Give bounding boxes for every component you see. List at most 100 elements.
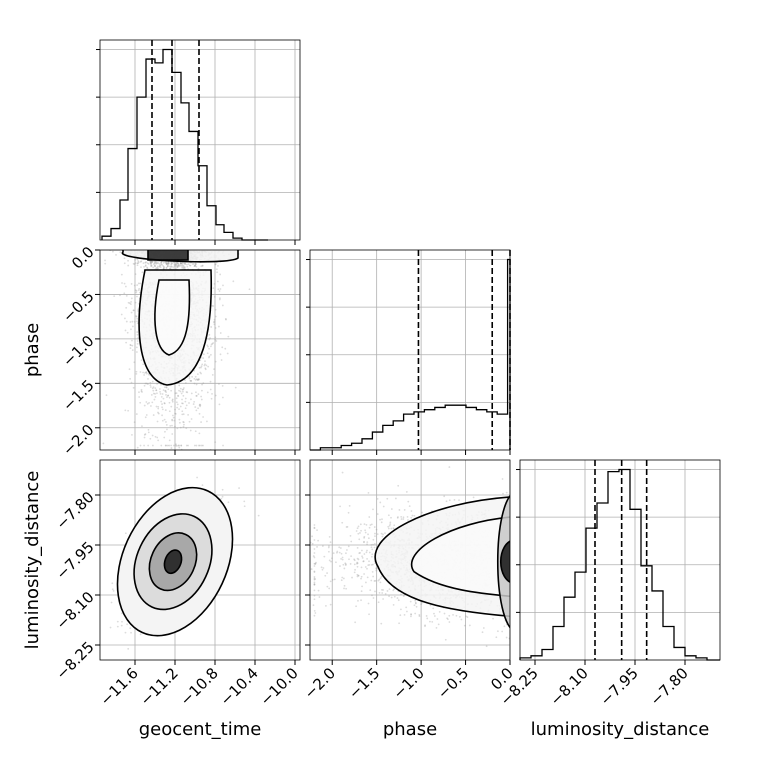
scatter-point xyxy=(167,394,169,397)
scatter-point xyxy=(212,342,215,344)
scatter-point xyxy=(133,421,136,424)
scatter-point xyxy=(125,306,128,309)
scatter-point xyxy=(194,430,197,433)
scatter-point xyxy=(166,428,168,431)
scatter-point xyxy=(195,391,197,394)
scatter-point xyxy=(175,263,178,266)
scatter-point xyxy=(181,398,183,401)
scatter-point xyxy=(137,310,140,312)
scatter-point xyxy=(165,424,168,426)
scatter-point xyxy=(202,416,204,418)
scatter-point xyxy=(124,329,127,332)
scatter-point xyxy=(194,262,197,265)
scatter-point xyxy=(214,441,217,444)
scatter-point xyxy=(147,263,150,265)
scatter-point xyxy=(131,325,134,328)
scatter-point xyxy=(178,263,180,266)
scatter-point xyxy=(189,429,192,432)
scatter-point xyxy=(193,265,196,268)
scatter-point xyxy=(125,320,128,323)
scatter-point xyxy=(133,284,136,287)
scatter-point xyxy=(168,444,171,447)
scatter-point xyxy=(198,378,200,381)
scatter-point xyxy=(151,434,154,437)
scatter-point xyxy=(195,409,198,412)
scatter-point xyxy=(192,403,195,405)
scatter-point xyxy=(183,266,186,269)
scatter-point xyxy=(176,265,179,268)
scatter-point xyxy=(200,265,203,268)
scatter-point xyxy=(149,261,152,264)
scatter-point xyxy=(150,260,153,263)
scatter-point xyxy=(213,320,216,323)
scatter-point xyxy=(187,413,190,416)
scatter-point xyxy=(210,345,212,348)
scatter-point xyxy=(155,267,158,270)
scatter-point xyxy=(127,647,130,650)
scatter-point xyxy=(176,261,178,264)
scatter-point xyxy=(142,371,145,374)
scatter-point xyxy=(172,416,175,419)
scatter-point xyxy=(222,444,224,447)
scatter-point xyxy=(181,264,184,266)
scatter-point xyxy=(206,344,209,347)
scatter-point xyxy=(153,262,156,264)
scatter-point xyxy=(171,398,174,401)
scatter-point xyxy=(173,261,176,264)
scatter-point xyxy=(174,263,177,266)
scatter-point xyxy=(105,394,108,397)
scatter-point xyxy=(197,444,200,447)
scatter-point xyxy=(128,302,131,305)
scatter-point xyxy=(180,265,183,267)
panel-frame xyxy=(99,249,301,451)
scatter-point xyxy=(160,400,163,403)
scatter-point xyxy=(140,390,143,393)
scatter-point xyxy=(214,263,217,266)
scatter-point xyxy=(177,262,180,265)
scatter-point xyxy=(188,264,191,267)
scatter-point xyxy=(194,264,196,267)
scatter-point xyxy=(199,444,201,447)
scatter-point xyxy=(201,363,204,366)
scatter-point xyxy=(195,265,198,268)
scatter-point xyxy=(182,388,185,391)
scatter-point xyxy=(149,262,152,265)
scatter-point xyxy=(177,265,179,268)
scatter-point xyxy=(163,402,166,405)
scatter-point xyxy=(193,382,196,385)
scatter-point xyxy=(178,389,180,392)
scatter-point xyxy=(141,425,143,428)
scatter-point xyxy=(164,390,167,393)
panel-frame xyxy=(309,249,511,451)
scatter-point xyxy=(155,405,158,408)
scatter-point xyxy=(127,301,130,304)
scatter-point xyxy=(150,261,152,264)
scatter-point xyxy=(110,601,113,604)
scatter-point xyxy=(204,363,206,366)
scatter-point xyxy=(116,625,119,628)
scatter-point xyxy=(211,342,214,345)
scatter-point xyxy=(143,384,146,387)
scatter-point xyxy=(219,273,222,276)
scatter-point xyxy=(152,414,155,416)
scatter-point xyxy=(134,301,137,304)
scatter-point xyxy=(171,262,174,265)
scatter-point xyxy=(158,263,161,265)
scatter-point xyxy=(165,386,168,389)
scatter-point xyxy=(227,335,230,338)
scatter-point xyxy=(178,384,181,387)
scatter-point xyxy=(160,383,162,386)
scatter-point xyxy=(144,261,147,264)
scatter-point xyxy=(129,377,132,380)
scatter-point xyxy=(167,261,170,264)
scatter-point xyxy=(168,267,171,270)
scatter-point xyxy=(184,382,187,384)
scatter-point xyxy=(159,392,162,395)
scatter-point xyxy=(119,251,122,254)
scatter-point xyxy=(135,372,138,375)
scatter-point xyxy=(164,444,167,447)
scatter-point xyxy=(218,403,221,406)
scatter-point xyxy=(111,588,114,591)
scatter-point xyxy=(156,420,159,423)
